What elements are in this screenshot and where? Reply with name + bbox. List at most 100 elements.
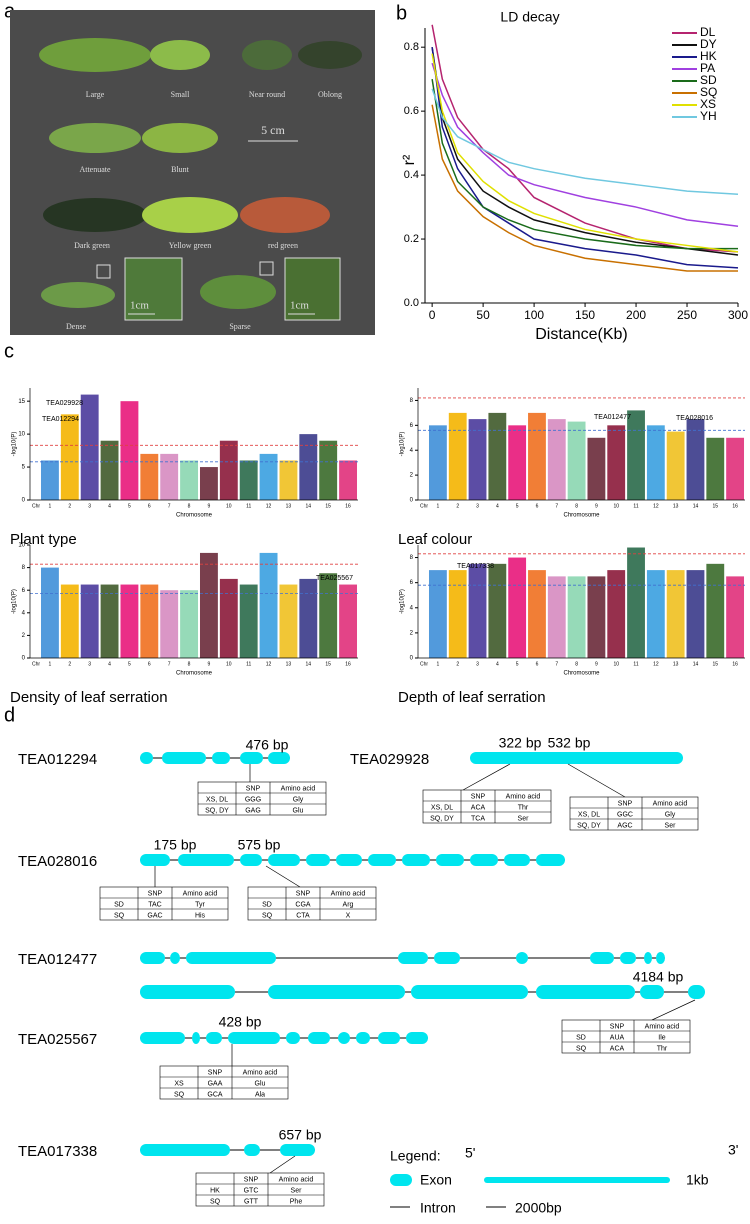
leaf bbox=[142, 123, 218, 153]
snp-pointer bbox=[265, 865, 301, 888]
leaf bbox=[142, 197, 238, 233]
table-cell: SD bbox=[114, 901, 124, 908]
x-prefix: Chr bbox=[32, 503, 40, 509]
legend-label: YH bbox=[700, 109, 717, 123]
x-prefix: Chr bbox=[420, 503, 428, 509]
table-cell: GAC bbox=[147, 912, 162, 919]
x-tick-label: 5 bbox=[128, 503, 131, 509]
annotation: TEA029928 bbox=[46, 400, 83, 407]
x-tick-label: 1 bbox=[437, 661, 440, 667]
leaf-label: Large bbox=[86, 90, 105, 99]
inset bbox=[284, 257, 341, 321]
snp-column bbox=[100, 584, 119, 658]
x-tick-label: 12 bbox=[653, 661, 659, 667]
snp-position: 476 bp bbox=[246, 737, 289, 753]
snp-column bbox=[607, 425, 626, 500]
table-header: Amino acid bbox=[183, 890, 218, 897]
x-tick-label: 10 bbox=[613, 661, 619, 667]
snp-position: 575 bp bbox=[238, 837, 281, 853]
y-tick-label: 8 bbox=[410, 398, 414, 404]
x-tick-label: 7 bbox=[168, 503, 171, 509]
series-line bbox=[431, 47, 739, 256]
legend-label: SQ bbox=[700, 85, 717, 99]
snp-column bbox=[299, 434, 318, 500]
legend-label: HK bbox=[700, 49, 717, 63]
x-tick-label: 250 bbox=[677, 308, 697, 322]
legend-label: Intron bbox=[420, 1200, 456, 1216]
table-cell: GGC bbox=[617, 811, 633, 818]
x-tick-label: 11 bbox=[633, 661, 638, 667]
exon bbox=[286, 1032, 300, 1044]
table-header: SNP bbox=[296, 890, 311, 897]
table-cell: CGA bbox=[295, 901, 311, 908]
annotation: TEA025567 bbox=[316, 575, 353, 582]
panel-label: b bbox=[396, 2, 407, 24]
snp-column bbox=[140, 584, 159, 658]
snp-pointer bbox=[462, 763, 511, 791]
y-tick-label: 0.8 bbox=[404, 41, 419, 53]
series-line bbox=[431, 47, 739, 269]
snp-column bbox=[686, 419, 705, 500]
leaf bbox=[298, 41, 362, 69]
x-tick-label: 1 bbox=[49, 661, 52, 667]
snp-column bbox=[239, 584, 258, 658]
exon bbox=[536, 854, 565, 866]
axes bbox=[417, 545, 745, 659]
exon bbox=[336, 854, 362, 866]
table-cell: SQ bbox=[576, 1045, 587, 1052]
y-tick-label: 4 bbox=[410, 605, 414, 611]
table-cell: ACA bbox=[471, 804, 486, 811]
table-header: Amino acid bbox=[653, 800, 688, 807]
x-tick-label: 1 bbox=[437, 503, 440, 509]
snp-column bbox=[160, 453, 179, 500]
table-header: SNP bbox=[208, 1069, 223, 1076]
exon bbox=[536, 985, 635, 999]
snp-table bbox=[422, 789, 552, 824]
table-cell: SD bbox=[262, 901, 272, 908]
snp-position: 4184 bp bbox=[633, 969, 684, 985]
x-tick-label: 16 bbox=[732, 661, 738, 667]
snp-column bbox=[666, 570, 685, 658]
snp-column bbox=[299, 578, 318, 658]
exon bbox=[644, 952, 652, 964]
snp-column bbox=[80, 584, 99, 658]
gene-name: TEA028016 bbox=[18, 853, 97, 870]
y-axis-label: -log10(P) bbox=[400, 432, 406, 457]
x-axis-label: Distance(Kb) bbox=[535, 326, 627, 343]
exon bbox=[240, 752, 263, 764]
table-cell: XS, DL bbox=[206, 796, 228, 803]
x-tick-label: 9 bbox=[595, 661, 598, 667]
x-tick-label: 6 bbox=[148, 503, 151, 509]
exon bbox=[140, 952, 165, 964]
leaf-label: Blunt bbox=[171, 165, 190, 174]
x-tick-label: 15 bbox=[713, 503, 719, 509]
exon bbox=[140, 854, 170, 866]
y-tick-label: 0.0 bbox=[404, 297, 419, 309]
x-tick-label: 7 bbox=[555, 503, 558, 509]
exon bbox=[390, 1174, 412, 1186]
table-cell: X bbox=[346, 912, 351, 919]
table-cell: Glu bbox=[255, 1080, 266, 1087]
exon bbox=[186, 952, 276, 964]
table-cell: XS, DL bbox=[431, 804, 453, 811]
exon bbox=[398, 952, 428, 964]
snp-column bbox=[339, 584, 358, 658]
x-tick-label: 14 bbox=[693, 503, 699, 509]
leaf-label: Sparse bbox=[229, 322, 251, 331]
table-header: SNP bbox=[618, 800, 633, 807]
x-tick-label: 4 bbox=[108, 503, 111, 509]
snp-column bbox=[627, 547, 645, 658]
table-cell: XS, DL bbox=[578, 811, 600, 818]
snp-column bbox=[219, 578, 238, 658]
table-header: Amino acid bbox=[331, 890, 366, 897]
leaf bbox=[43, 198, 147, 232]
y-tick-label: 8 bbox=[22, 565, 26, 571]
snp-table bbox=[561, 1019, 691, 1054]
y-tick-label: 8 bbox=[410, 555, 414, 561]
legend-label: DL bbox=[700, 25, 716, 39]
legend-label: 2000bp bbox=[515, 1200, 562, 1216]
exon bbox=[470, 752, 683, 764]
series-line bbox=[431, 88, 739, 196]
snp-column bbox=[219, 440, 238, 500]
exon bbox=[170, 952, 180, 964]
